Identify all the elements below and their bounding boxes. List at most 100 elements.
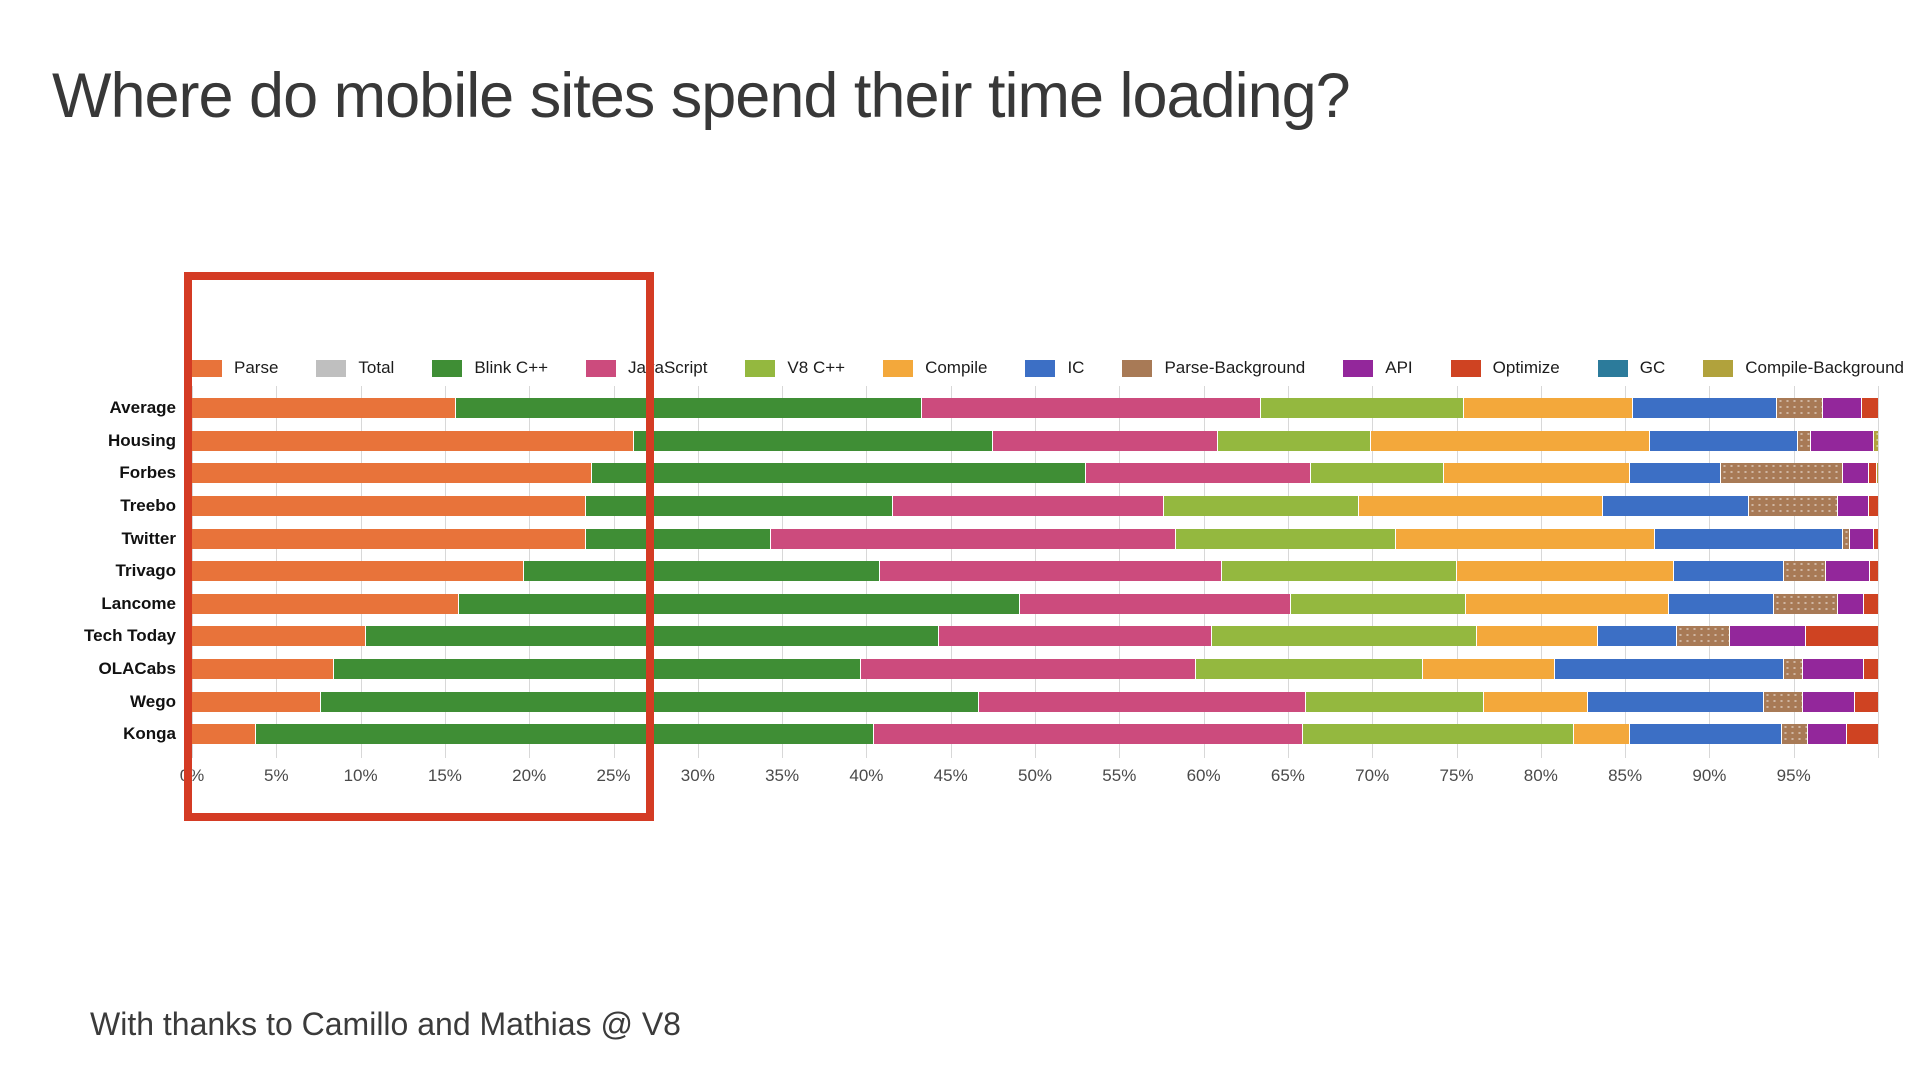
legend-label: JavaScript — [628, 358, 708, 377]
bar-segment-compile-background — [1876, 463, 1878, 484]
bar-segment-parse-background — [1747, 496, 1838, 517]
bar-segment-compile — [1357, 496, 1602, 517]
bar-segment-javascript — [1085, 463, 1311, 484]
bar-segment-ic — [1667, 593, 1773, 614]
bar-segment-blink-c- — [585, 528, 771, 549]
x-tick-label: 15% — [427, 766, 462, 785]
legend-swatch — [1343, 359, 1374, 377]
row-label: Wego — [130, 691, 176, 711]
bar-segment-parse — [184, 463, 591, 484]
legend-label: Compile — [925, 358, 988, 377]
legend-item: Blink C++ — [432, 358, 548, 378]
bar-track — [184, 398, 1878, 419]
bar-segment-optimize — [1861, 398, 1878, 419]
x-tick-label: 0% — [179, 766, 205, 785]
legend-label: GC — [1639, 358, 1666, 377]
bar-segment-api — [1810, 430, 1873, 451]
bar-row: Twitter — [0, 522, 1878, 555]
bar-segment-api — [1849, 528, 1873, 549]
legend-swatch — [192, 359, 222, 377]
bar-segment-v8-c- — [1290, 593, 1465, 614]
row-label: Forbes — [119, 463, 176, 483]
bar-segment-parse-background — [1781, 724, 1807, 745]
bar-row: Treebo — [0, 490, 1878, 523]
x-tick-label: 10% — [343, 766, 378, 785]
row-label: Trivago — [115, 561, 176, 581]
bar-segment-compile — [1573, 724, 1629, 745]
x-tick-label: 95% — [1776, 766, 1811, 785]
bar-segment-api — [1837, 593, 1863, 614]
bar-segment-parse — [184, 626, 366, 647]
bar-segment-ic — [1654, 528, 1843, 549]
x-tick-label: 75% — [1439, 766, 1474, 785]
bar-segment-blink-c- — [365, 626, 938, 647]
bar-segment-api — [1822, 398, 1861, 419]
legend-item: Parse-Background — [1122, 358, 1305, 378]
x-tick-label: 35% — [765, 766, 800, 785]
legend-item: V8 C++ — [745, 358, 845, 378]
x-tick-label: 65% — [1270, 766, 1305, 785]
bar-segment-v8-c- — [1259, 398, 1463, 419]
x-tick-label: 70% — [1355, 766, 1390, 785]
legend-item: Compile-Background — [1703, 358, 1904, 378]
legend-label: API — [1385, 358, 1413, 377]
legend-swatch — [586, 359, 617, 377]
bar-segment-parse — [184, 659, 334, 680]
bar-segment-blink-c- — [255, 724, 874, 745]
legend-item: GC — [1597, 358, 1666, 378]
stacked-bar-chart: Average Housing Forbes Treebo Twitter Trivago… — [0, 386, 1879, 758]
bar-segment-ic — [1596, 626, 1677, 647]
bar-segment-v8-c- — [1163, 496, 1358, 517]
bar-segment-api — [1806, 724, 1846, 745]
legend-item: IC — [1025, 358, 1084, 378]
bar-segment-javascript — [978, 691, 1306, 712]
bar-segment-api — [1842, 463, 1868, 484]
bar-row: Tech Today — [0, 620, 1878, 653]
x-tick-label: 40% — [849, 766, 884, 785]
bar-segment-ic — [1632, 398, 1777, 419]
bar-segment-api — [1801, 691, 1855, 712]
x-tick-label: 20% — [512, 766, 547, 785]
x-tick-label: 80% — [1523, 766, 1558, 785]
bar-track — [184, 691, 1878, 712]
bar-segment-javascript — [873, 724, 1303, 745]
legend-swatch — [316, 359, 347, 377]
bar-segment-parse — [184, 528, 586, 549]
bar-segment-parse-background — [1676, 626, 1729, 647]
bar-segment-parse-background — [1772, 593, 1838, 614]
bar-segment-compile — [1442, 463, 1629, 484]
legend-swatch — [1450, 359, 1481, 377]
bar-segment-api — [1825, 561, 1870, 582]
bar-segment-compile — [1369, 430, 1650, 451]
bar-track — [184, 626, 1878, 647]
bar-segment-parse-background — [1796, 430, 1811, 451]
x-tick-label: 50% — [1017, 766, 1053, 785]
bar-track — [184, 659, 1878, 680]
legend-swatch — [1597, 359, 1628, 377]
bar-segment-compile-background — [1872, 430, 1878, 451]
bar-segment-v8-c- — [1217, 430, 1370, 451]
row-label: Average — [109, 398, 176, 418]
bar-track — [184, 724, 1878, 745]
x-tick-label: 45% — [933, 766, 968, 785]
legend-swatch — [1122, 359, 1153, 377]
bar-segment-v8-c- — [1210, 626, 1477, 647]
bar-row: Average — [0, 392, 1878, 425]
bar-segment-parse-background — [1762, 691, 1802, 712]
bar-segment-ic — [1586, 691, 1763, 712]
bar-segment-compile — [1483, 691, 1587, 712]
row-label: Twitter — [121, 528, 176, 548]
legend-label: Compile-Background — [1745, 358, 1904, 377]
bar-row: Wego — [0, 685, 1878, 718]
bar-segment-javascript — [920, 398, 1260, 419]
row-label: Treebo — [120, 496, 176, 516]
bar-segment-ic — [1601, 496, 1748, 517]
bar-row: Konga — [0, 718, 1878, 751]
bar-segment-v8-c- — [1305, 691, 1484, 712]
bar-row: Housing — [0, 425, 1878, 458]
bar-segment-blink-c- — [585, 496, 893, 517]
bar-segment-compile — [1462, 398, 1633, 419]
legend-label: IC — [1067, 358, 1085, 377]
bar-track — [184, 593, 1878, 614]
row-label: Lancome — [101, 593, 176, 613]
